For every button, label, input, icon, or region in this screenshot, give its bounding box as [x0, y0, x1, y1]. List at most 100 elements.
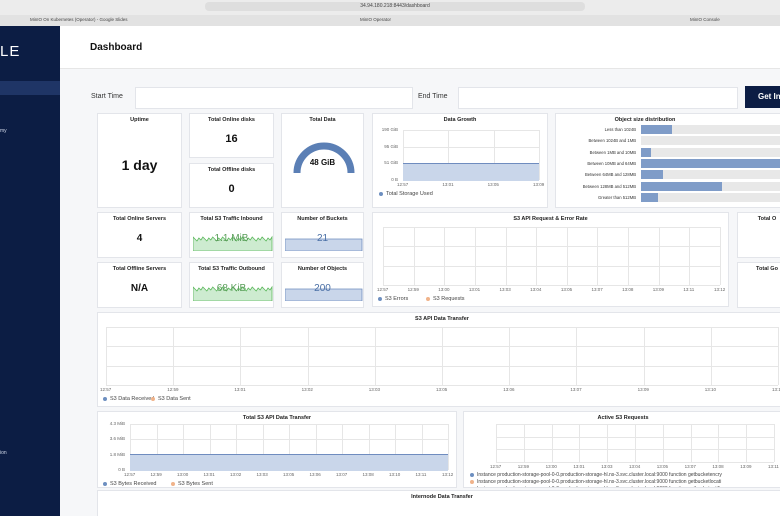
x-tick-label: 12:57: [100, 387, 112, 392]
bar-label: Greater than 512MB: [598, 194, 636, 200]
x-tick-label: 13:00: [438, 287, 450, 292]
tab[interactable]: MinIO Console: [690, 17, 720, 22]
card-value: 48 GiB: [309, 158, 336, 167]
sidebar-item[interactable]: my: [0, 128, 7, 134]
x-tick-label: 12:59: [150, 472, 162, 477]
end-input[interactable]: [458, 87, 738, 109]
bar: [641, 181, 723, 191]
grid-line: [342, 424, 343, 470]
graphic: [293, 142, 355, 174]
panel: Number of Objects 200: [281, 262, 364, 308]
grid-line: [710, 327, 712, 385]
panel: Active S3 Requests 12:57 12:59 13:00 13:01 13…: [463, 411, 780, 488]
x-tick-label: 13:02: [301, 387, 313, 392]
label: Start Time: [91, 93, 123, 100]
legend-label: Instance production-storage-pool-0-0.pro…: [477, 472, 722, 478]
grid-line: [383, 265, 720, 267]
card-title: Total Offline disks: [207, 167, 256, 173]
grid-line: [383, 227, 720, 228]
bar: [641, 192, 658, 202]
card-value: 1.1 MiB: [214, 233, 249, 244]
x-tick-label: 13:03: [256, 472, 268, 477]
grid-line: [746, 424, 748, 462]
bar-track: [641, 125, 780, 134]
x-tick-label: 13:07: [570, 387, 582, 392]
card-title: Number of Objects: [297, 266, 348, 272]
panel-title: Data Growth: [443, 117, 477, 123]
legend-swatch: [470, 486, 474, 487]
legend-item: S3 Data Received: [103, 396, 154, 402]
grid-line: [448, 130, 450, 180]
y-tick-label: 0 B: [391, 177, 398, 182]
sparkline: [193, 235, 273, 251]
tab[interactable]: MinIO On Kubernetes (Operator) - Google …: [30, 17, 128, 22]
label: End Time: [418, 93, 448, 100]
x-tick-label: 13:01: [203, 472, 215, 477]
legend-item: S3 Data Sent: [151, 396, 191, 402]
legend-swatch: [171, 481, 175, 486]
gauge: [293, 142, 355, 174]
grid-line: [421, 424, 423, 470]
legend-item: Instance production-storage-pool-0-0.pro…: [470, 486, 720, 487]
x-tick-label: 12:57: [377, 287, 389, 292]
bar-label: Between 1MB and 10MB: [589, 149, 636, 155]
x-tick-label: 13:11: [683, 287, 695, 292]
x-tick-label: 13:07: [336, 472, 348, 477]
card-value: 68 KiB: [216, 283, 247, 294]
sidebar-active: [0, 81, 60, 95]
grid-line: [262, 424, 264, 470]
grid-line: [579, 424, 581, 462]
grid-line: [474, 227, 476, 285]
card-title: Uptime: [130, 117, 149, 123]
start-input[interactable]: [135, 87, 413, 109]
grid-line: [368, 424, 370, 470]
legend-swatch: [379, 191, 383, 196]
grid-line: [403, 146, 539, 148]
x-tick-label: 13:00: [545, 464, 557, 469]
tab[interactable]: MinIO Operator: [360, 17, 392, 22]
x-tick-label: 13:07: [684, 464, 696, 469]
graphic: [285, 238, 363, 251]
area: [130, 454, 448, 471]
url-bar[interactable]: 34.94.180.218:8443/dashboard: [205, 2, 585, 11]
x-tick-label: 13:01: [573, 464, 585, 469]
legend-item: Instance production-storage-pool-0-0.pro…: [470, 472, 722, 478]
grid-line: [643, 327, 645, 385]
x-tick-label: 13:00: [177, 472, 189, 477]
legend-label: Instance production-storage-pool-0-0.pro…: [477, 486, 720, 487]
grid-line: [209, 424, 211, 470]
panel: Total Online disks 16: [189, 113, 274, 158]
x-tick-label: 13:01: [442, 182, 454, 187]
y-tick-label: 0 B: [118, 467, 125, 472]
grid-line: [718, 424, 720, 462]
grid-line: [374, 327, 376, 385]
sparkline: [285, 238, 363, 251]
x-tick-label: 13:01: [468, 287, 481, 292]
button[interactable]: Get In: [745, 86, 780, 108]
legend-swatch: [378, 296, 382, 301]
y-tick-label: 4.3 MiB: [109, 421, 125, 426]
card-value: 200: [314, 283, 331, 294]
legend-label: S3 Requests: [433, 296, 465, 302]
grid-line: [720, 227, 721, 285]
y-tick-label: 1.8 MiB: [109, 451, 125, 457]
card-title: Total O: [757, 216, 777, 222]
grid-line: [628, 227, 630, 285]
grid-line: [395, 424, 396, 470]
legend-swatch: [470, 479, 474, 484]
panel-title: Total S3 API Data Transfer: [242, 415, 312, 421]
x-tick-label: 13:04: [629, 464, 641, 469]
bar-track: [641, 170, 780, 180]
x-tick-label: 12:59: [407, 287, 419, 292]
sparkline: [285, 288, 363, 301]
card-title: Total Offline Servers: [112, 266, 167, 272]
sidebar-item[interactable]: ion: [0, 450, 7, 456]
panel: Total Offline Servers N/A: [97, 262, 182, 308]
card-title: Total S3 Traffic Outbound: [198, 266, 265, 272]
legend-label: S3 Bytes Received: [110, 481, 157, 487]
panel: Total Go: [737, 262, 780, 308]
panel: Total S3 Traffic Outbound 68 KiB: [189, 262, 274, 308]
x-tick-label: 13:02: [230, 472, 242, 477]
card-value: 16: [225, 133, 238, 145]
grid-line: [597, 227, 599, 285]
